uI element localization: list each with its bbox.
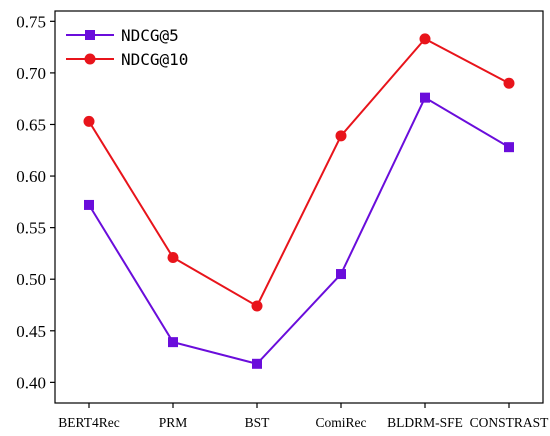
x-category-label: CONSTRAST: [470, 415, 550, 430]
y-tick-label: 0.45: [16, 322, 46, 341]
legend: NDCG@5 NDCG@10: [66, 26, 188, 69]
x-category-label: ComiRec: [316, 415, 367, 430]
y-tick-label: 0.60: [16, 167, 46, 186]
data-point-circle: [251, 300, 263, 312]
y-tick-label: 0.50: [16, 270, 46, 289]
data-point-circle: [503, 77, 515, 89]
y-tick-label: 0.40: [16, 373, 46, 392]
legend-label: NDCG@10: [121, 50, 188, 69]
data-point-square: [168, 337, 178, 348]
legend-marker-circle: [84, 53, 96, 65]
x-category-label: BST: [245, 415, 271, 430]
data-point-circle: [335, 130, 347, 142]
legend-marker-square: [85, 30, 95, 40]
data-point-circle: [167, 252, 179, 264]
data-point-square: [504, 142, 514, 153]
legend-label: NDCG@5: [121, 26, 179, 45]
x-axis: BERT4Rec PRM BST ComiRec BLDRM-SFE CONSTRAST: [58, 403, 549, 430]
y-tick-label: 0.65: [16, 115, 46, 134]
data-point-square: [84, 199, 94, 210]
y-axis: 0.40 0.45 0.50 0.55 0.60 0.65 0.70 0.75: [16, 12, 55, 392]
y-tick-label: 0.55: [16, 219, 46, 238]
data-point-square: [336, 269, 346, 280]
x-category-label: BLDRM-SFE: [387, 415, 463, 430]
x-category-label: BERT4Rec: [58, 415, 119, 430]
data-point-circle: [419, 33, 431, 45]
data-point-square: [252, 358, 262, 369]
series-line-ndcg-10: [88, 37, 510, 308]
series-layer: [83, 33, 515, 369]
x-category-label: PRM: [159, 415, 188, 430]
y-tick-label: 0.70: [16, 64, 46, 83]
series-line-ndcg-5: [88, 96, 510, 365]
y-tick-label: 0.75: [16, 12, 46, 31]
data-point-circle: [83, 115, 95, 127]
data-point-square: [420, 92, 430, 103]
plot-frame: [54, 10, 544, 404]
